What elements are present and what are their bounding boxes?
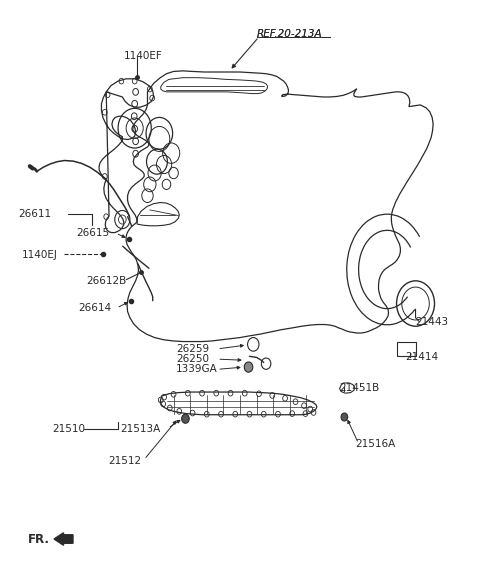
Text: 21513A: 21513A [120, 425, 161, 434]
Circle shape [341, 413, 348, 421]
Text: REF.20-213A: REF.20-213A [257, 29, 322, 39]
Circle shape [181, 414, 189, 423]
Text: 1339GA: 1339GA [176, 364, 218, 374]
Text: 26259: 26259 [176, 344, 209, 354]
Text: 26612B: 26612B [86, 276, 126, 286]
Text: 21516A: 21516A [355, 439, 395, 449]
Text: 26615: 26615 [76, 228, 109, 238]
Circle shape [244, 362, 253, 372]
Text: 1140EF: 1140EF [124, 50, 163, 61]
Text: 26611: 26611 [18, 210, 51, 219]
Text: 21512: 21512 [108, 456, 141, 466]
Text: 21414: 21414 [405, 352, 438, 363]
Text: 21451B: 21451B [340, 383, 380, 393]
Text: 1140EJ: 1140EJ [22, 250, 58, 260]
Text: 26614: 26614 [79, 303, 112, 313]
Text: REF.20-213A: REF.20-213A [257, 29, 322, 39]
Text: FR.: FR. [27, 532, 49, 545]
Text: 21510: 21510 [53, 425, 85, 434]
Text: 21443: 21443 [416, 317, 449, 327]
FancyArrow shape [54, 533, 73, 545]
Bar [396, 342, 417, 356]
Text: 26250: 26250 [176, 354, 209, 364]
